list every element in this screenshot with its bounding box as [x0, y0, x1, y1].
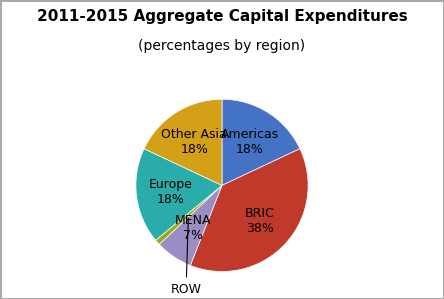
Wedge shape [190, 149, 308, 271]
Text: (percentages by region): (percentages by region) [139, 39, 305, 53]
Text: 2011-2015 Aggregate Capital Expenditures: 2011-2015 Aggregate Capital Expenditures [36, 9, 408, 24]
Text: Europe
18%: Europe 18% [149, 178, 193, 206]
Text: BRIC
38%: BRIC 38% [245, 207, 274, 235]
Text: ROW
1%: ROW 1% [170, 218, 201, 299]
Wedge shape [222, 99, 300, 185]
Text: Americas
18%: Americas 18% [221, 128, 279, 156]
Wedge shape [144, 99, 222, 185]
Wedge shape [156, 185, 222, 244]
Text: MENA
7%: MENA 7% [174, 214, 211, 242]
Wedge shape [159, 185, 222, 266]
Text: Other Asia
18%: Other Asia 18% [162, 128, 227, 156]
Wedge shape [136, 149, 222, 240]
